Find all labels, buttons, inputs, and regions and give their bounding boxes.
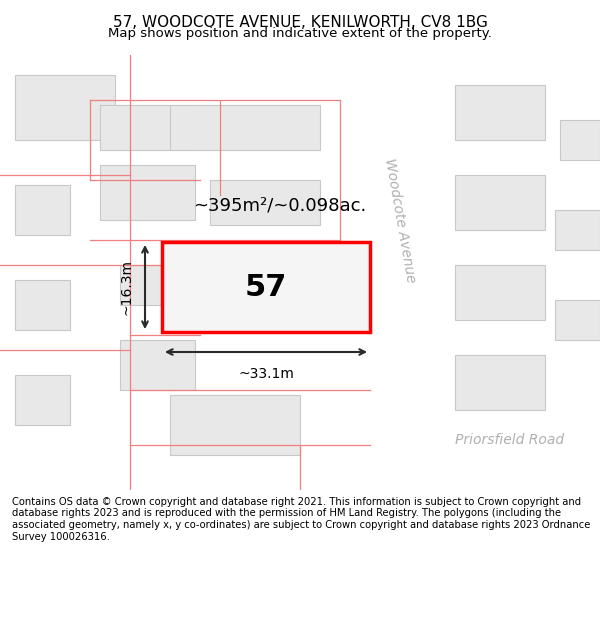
Text: Contains OS data © Crown copyright and database right 2021. This information is : Contains OS data © Crown copyright and d… [12,497,590,541]
Text: ~395m²/~0.098ac.: ~395m²/~0.098ac. [193,196,367,214]
Bar [15,185,70,235]
Bar [100,165,195,220]
Polygon shape [360,330,440,490]
Bar [455,175,545,230]
Polygon shape [300,405,600,490]
Text: ~33.1m: ~33.1m [238,367,294,381]
Bar [15,280,70,330]
Text: 57, WOODCOTE AVENUE, KENILWORTH, CV8 1BG: 57, WOODCOTE AVENUE, KENILWORTH, CV8 1BG [113,16,487,31]
Bar [455,265,545,320]
Polygon shape [0,55,600,100]
Bar [455,85,545,140]
Bar [120,265,195,305]
Text: Woodcote Avenue: Woodcote Avenue [382,157,418,283]
Bar [170,395,300,455]
Bar [120,340,195,390]
Text: 57: 57 [245,272,287,301]
Bar [15,375,70,425]
Bar [162,242,370,332]
Bar [210,180,320,225]
Bar [555,300,600,340]
Text: ~16.3m: ~16.3m [119,259,133,315]
Bar [555,210,600,250]
Bar [15,75,115,140]
Text: Priorsfield Road: Priorsfield Road [455,433,565,447]
Bar [200,260,320,315]
Bar [100,105,195,150]
Polygon shape [365,55,440,490]
Bar [560,120,600,160]
Bar [455,355,545,410]
Bar [170,105,320,150]
Text: Map shows position and indicative extent of the property.: Map shows position and indicative extent… [108,27,492,39]
